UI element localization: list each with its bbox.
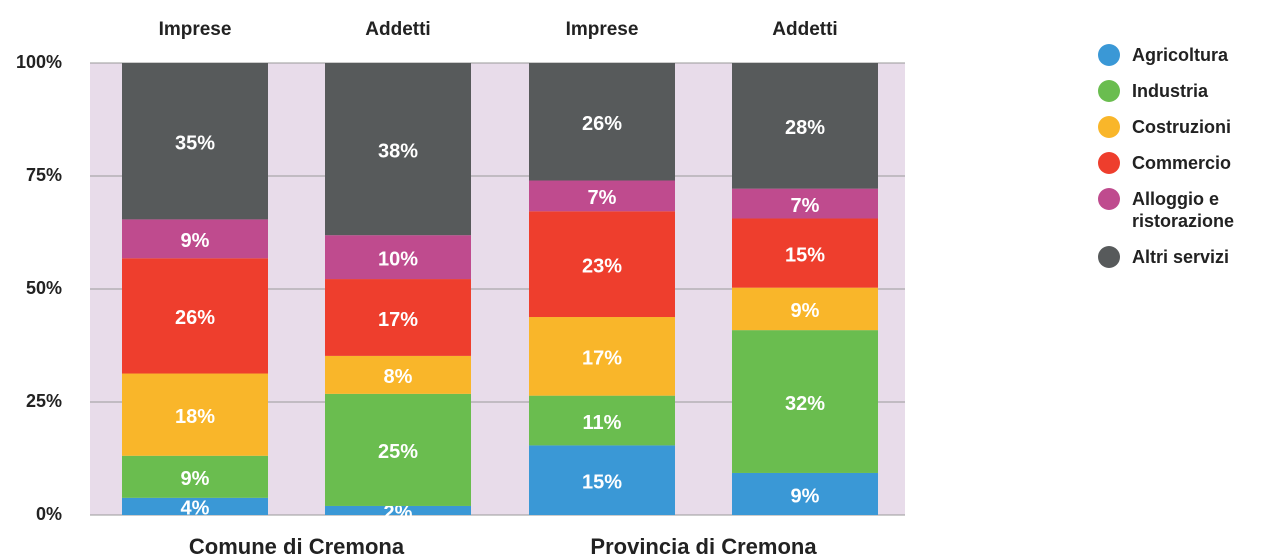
legend-swatch [1098,246,1120,268]
legend-item: Alloggio e ristorazione [1098,188,1268,232]
value-label: 8% [384,366,413,388]
legend-item: Costruzioni [1098,116,1268,138]
value-label: 10% [378,248,418,270]
y-tick-label: 75% [26,165,62,185]
bar-segment [529,395,675,446]
value-label: 2% [384,502,413,524]
bar-segment [732,472,878,515]
value-label: 7% [588,187,617,209]
legend-item: Industria [1098,80,1268,102]
legend-item: Altri servizi [1098,246,1268,268]
bar-segment [122,219,268,259]
legend-label: Agricoltura [1132,45,1229,65]
y-tick-label: 25% [26,391,62,411]
legend-item: Commercio [1098,152,1268,174]
bar-segment [325,505,471,515]
group-label: Provincia di Cremona [590,534,817,559]
bar-segment [325,63,471,236]
value-label: 15% [785,244,825,266]
value-label: 23% [582,255,622,277]
bar-segment [529,445,675,515]
legend-swatch [1098,188,1120,210]
x-tick-label: Imprese [159,19,232,40]
x-tick-label: Addetti [365,19,430,40]
value-label: 4% [181,498,210,520]
legend-swatch [1098,80,1120,102]
legend-label: Commercio [1132,153,1232,173]
x-tick-label: Addetti [772,19,837,40]
legend: Agricoltura Industria Costruzioni Commercio… [1098,44,1268,282]
bar-segment [325,355,471,394]
value-label: 9% [791,300,820,322]
bar-segment [122,455,268,498]
bar-segment [732,63,878,189]
bar-segment [122,497,268,515]
group-label: Comune di Cremona [189,534,405,559]
bar-segment [732,330,878,473]
value-label: 35% [175,132,215,154]
value-label: 18% [175,406,215,428]
value-label: 9% [181,468,210,490]
y-tick-label: 0% [36,504,62,524]
value-label: 9% [181,230,210,252]
y-tick-label: 100% [16,52,62,72]
bar-segment [122,258,268,374]
bar-segment [325,279,471,356]
legend-swatch [1098,44,1120,66]
bar-segment [122,373,268,456]
x-tick-label: Imprese [566,19,639,40]
legend-label: Alloggio e ristorazione [1132,189,1235,231]
legend-label: Altri servizi [1132,247,1230,267]
y-tick-label: 50% [26,278,62,298]
bar-segment [325,393,471,506]
value-label: 26% [175,307,215,329]
bar-segment [732,218,878,288]
value-label: 32% [785,393,825,415]
bar-segment [732,188,878,219]
value-label: 38% [378,140,418,162]
bar-segment [122,63,268,220]
value-label: 7% [791,195,820,217]
value-label: 11% [583,412,622,434]
bar-segment [325,235,471,280]
legend-swatch [1098,116,1120,138]
legend-label: Industria [1132,81,1209,101]
bar-segment [529,211,675,318]
bar-segment [529,180,675,212]
bar-segment [529,63,675,181]
value-label: 26% [582,113,622,135]
value-label: 15% [582,471,622,493]
value-label: 25% [378,441,418,463]
value-label: 28% [785,117,825,139]
bar-segment [529,317,675,396]
legend-item: Agricoltura [1098,44,1268,66]
legend-label: Costruzioni [1132,117,1231,137]
legend-swatch [1098,152,1120,174]
value-label: 9% [791,485,820,507]
bar-segment [732,287,878,331]
value-label: 17% [582,348,622,370]
value-label: 17% [378,309,418,331]
